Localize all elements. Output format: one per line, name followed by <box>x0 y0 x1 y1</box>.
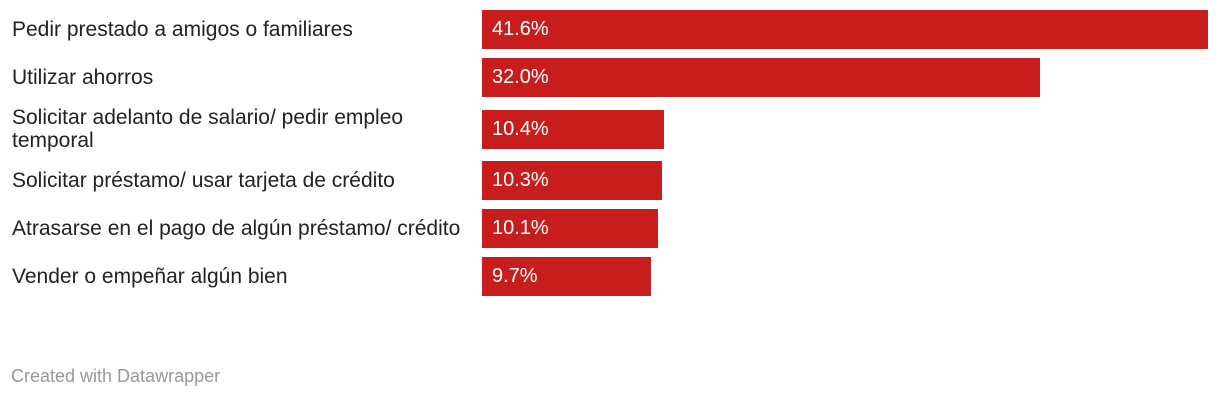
value-label: 10.3% <box>492 169 549 191</box>
value-label: 9.7% <box>492 265 538 287</box>
bar-track: 10.3% <box>482 161 1210 200</box>
bar <box>482 58 1041 97</box>
bar-row: Atrasarse en el pago de algún préstamo/ … <box>12 209 1210 248</box>
value-label: 32.0% <box>492 66 549 88</box>
value-label: 41.6% <box>492 18 549 40</box>
chart: Pedir prestado a amigos o familiares 41.6… <box>12 10 1210 305</box>
bar <box>482 109 664 149</box>
bar-track: 32.0% <box>482 58 1210 97</box>
category-label: Solicitar préstamo/ usar tarjeta de créd… <box>12 169 395 192</box>
bar-row: Pedir prestado a amigos o familiares 41.6… <box>12 10 1210 49</box>
bar-track: 10.4% <box>482 109 1210 149</box>
bar-track: 10.1% <box>482 209 1210 248</box>
bar-row: Solicitar adelanto de salario/ pedir emp… <box>12 106 1210 152</box>
category-label: Vender o empeñar algún bien <box>12 265 288 288</box>
value-label: 10.4% <box>492 117 549 140</box>
bar <box>482 161 662 200</box>
bar-track: 41.6% <box>482 10 1210 49</box>
footer: Created with Datawrapper <box>11 366 221 386</box>
bar-track: 9.7% <box>482 257 1210 296</box>
bar <box>482 10 1208 49</box>
category-label: Utilizar ahorros <box>12 66 154 89</box>
bar-row: Vender o empeñar algún bien 9.7% <box>12 257 1210 296</box>
category-label: Atrasarse en el pago de algún préstamo/ … <box>12 217 461 240</box>
value-label: 10.1% <box>492 217 549 239</box>
bar <box>482 209 659 248</box>
category-label: Solicitar adelanto de salario/ pedir emp… <box>12 106 404 152</box>
category-label: Pedir prestado a amigos o familiares <box>12 18 353 41</box>
bar-row: Solicitar préstamo/ usar tarjeta de créd… <box>12 161 1210 200</box>
bar-row: Utilizar ahorros 32.0% <box>12 58 1210 97</box>
bar <box>482 257 652 296</box>
